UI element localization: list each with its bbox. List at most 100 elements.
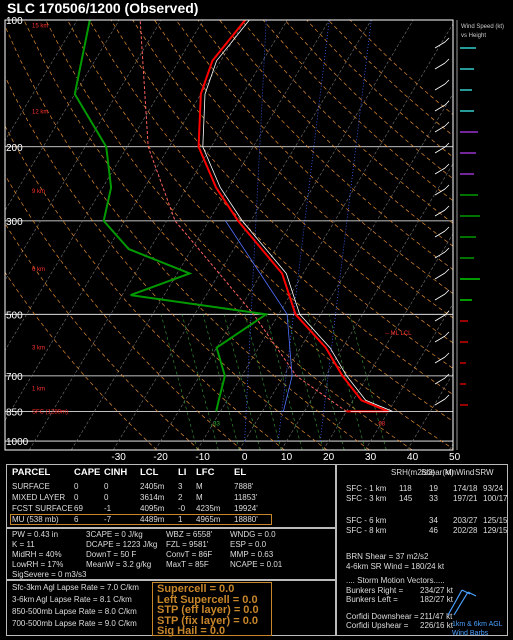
dry-adiabat bbox=[328, 20, 453, 137]
index-value: MidRH = 40% bbox=[12, 550, 62, 559]
isotherm bbox=[406, 373, 453, 450]
lapse-rate: 850-500mb Lapse Rate = 8.0 C/km bbox=[12, 607, 137, 616]
table-cell: 7888' bbox=[234, 482, 254, 491]
table-cell: 4489m bbox=[140, 515, 165, 524]
kin-cell: 197/21 bbox=[453, 494, 478, 503]
storm-motion-value: 182/27 kt bbox=[420, 595, 453, 604]
dry-adiabat bbox=[306, 20, 453, 158]
table-header: CINH bbox=[104, 467, 128, 478]
wind-barb bbox=[444, 226, 450, 232]
moist-adiabat bbox=[202, 314, 240, 450]
moist-adiabat bbox=[223, 314, 261, 450]
separator bbox=[6, 527, 336, 529]
glyph-line bbox=[461, 589, 471, 595]
dry-adiabat bbox=[175, 20, 453, 294]
kin-cell: 100/17 bbox=[483, 494, 508, 503]
table-cell: 1 bbox=[178, 515, 183, 524]
storm-motion-label: Corfidi Downshear = bbox=[346, 612, 419, 621]
composite-param: Left Supercell = 0.0 bbox=[157, 593, 258, 606]
storm-motion-label: Corfidi Upshear = bbox=[346, 621, 409, 630]
kinematic-box bbox=[336, 464, 508, 636]
wind-barb bbox=[434, 230, 446, 238]
table-cell: 0 bbox=[104, 493, 109, 502]
temp-tick: -10 bbox=[195, 452, 210, 462]
pressure-tick: 100 bbox=[6, 16, 23, 27]
storm-motion-value: 211/47 kt bbox=[420, 612, 453, 621]
height-label: 1 km bbox=[32, 386, 45, 392]
kin-cell: SFC - 3 km bbox=[346, 494, 387, 503]
parcel-trace bbox=[139, 20, 347, 412]
height-label: 3 km bbox=[32, 346, 45, 352]
wind-barb bbox=[434, 398, 446, 406]
table-cell: 19924' bbox=[234, 504, 258, 513]
table-cell: MU (538 mb) bbox=[12, 515, 59, 524]
wind-barb bbox=[434, 125, 446, 133]
wind-barb bbox=[444, 121, 450, 127]
kin-cell: SFC - 8 km bbox=[346, 526, 387, 535]
isotherm bbox=[5, 20, 204, 351]
index-value: NCAPE = 0.01 bbox=[230, 560, 283, 569]
dry-adiabat bbox=[197, 20, 453, 271]
dry-adiabat bbox=[219, 20, 453, 247]
temp-tick: 20 bbox=[323, 452, 335, 462]
wind-barb bbox=[434, 104, 446, 112]
dewpoint-trace bbox=[73, 20, 269, 412]
isotherm bbox=[280, 163, 453, 450]
kin-cell: SFC - 6 km bbox=[346, 516, 387, 525]
wind-barb bbox=[434, 314, 446, 322]
virtual-temp-trace bbox=[202, 20, 393, 412]
table-cell: SURFACE bbox=[12, 482, 50, 491]
dry-adiabat bbox=[88, 20, 453, 395]
wind-barb bbox=[444, 184, 450, 190]
index-value: WNDG = 0.0 bbox=[230, 530, 276, 539]
dry-adiabat bbox=[5, 222, 200, 450]
kin-header: SRW bbox=[475, 468, 494, 477]
wind-barb bbox=[434, 167, 446, 175]
dry-adiabat bbox=[132, 20, 453, 344]
kin-cell: 19 bbox=[429, 484, 438, 493]
kin-cell: 93/24 bbox=[483, 484, 504, 493]
height-label: SFC (1289m) bbox=[32, 409, 68, 415]
table-cell: 11853' bbox=[234, 493, 258, 502]
storm-motion-label: Bunkers Left = bbox=[346, 595, 398, 604]
pressure-tick: 1000 bbox=[6, 437, 29, 448]
composite-param: Sig Hail = 0.0 bbox=[157, 625, 226, 637]
wind-barb bbox=[434, 188, 446, 196]
table-cell: 3 bbox=[178, 482, 183, 491]
wind-barb bbox=[434, 377, 446, 385]
lcl-label: -- ML LCL bbox=[385, 331, 412, 337]
table-cell: 4095m bbox=[140, 504, 165, 513]
kin-cell: 174/18 bbox=[453, 484, 478, 493]
glyph-line bbox=[447, 589, 463, 616]
table-header: CAPE bbox=[74, 467, 101, 478]
temperature-trace bbox=[197, 20, 389, 413]
height-label: 6 km bbox=[32, 267, 45, 273]
glyph-line bbox=[453, 591, 469, 616]
height-label: 12 km bbox=[32, 110, 48, 116]
temp-surface-label: 68 bbox=[378, 421, 385, 427]
composite-param: Supercell = 0.0 bbox=[157, 583, 235, 595]
index-value: PW = 0.43 in bbox=[12, 530, 59, 539]
kin-cell: 125/15 bbox=[483, 516, 508, 525]
isotherm bbox=[491, 20, 513, 450]
index-value: SigSevere = 0 m3/s3 bbox=[12, 570, 87, 579]
table-header: EL bbox=[234, 467, 247, 478]
wind-barb bbox=[444, 373, 450, 379]
isotherm bbox=[28, 20, 288, 450]
index-value: ConvT = 86F bbox=[166, 550, 213, 559]
isotherm bbox=[5, 20, 78, 141]
temp-tick: -30 bbox=[111, 452, 126, 462]
kin-cell: 203/27 bbox=[453, 516, 478, 525]
table-cell: -1 bbox=[104, 504, 112, 513]
plot-frame bbox=[4, 19, 454, 451]
storm-motion-label: Bunkers Right = bbox=[346, 586, 404, 595]
dry-adiabat bbox=[5, 25, 370, 450]
table-header: LFC bbox=[196, 467, 215, 478]
pressure-tick: 850 bbox=[6, 407, 23, 418]
dry-adiabat bbox=[45, 20, 453, 450]
wind-barb-legend: 1km & 6km AGL Wind Barbs bbox=[452, 621, 503, 637]
index-value: 3CAPE = 0 J/kg bbox=[86, 530, 143, 539]
table-header: PARCEL bbox=[12, 467, 51, 478]
dry-adiabat bbox=[5, 271, 158, 450]
table-cell: 18880' bbox=[234, 515, 258, 524]
